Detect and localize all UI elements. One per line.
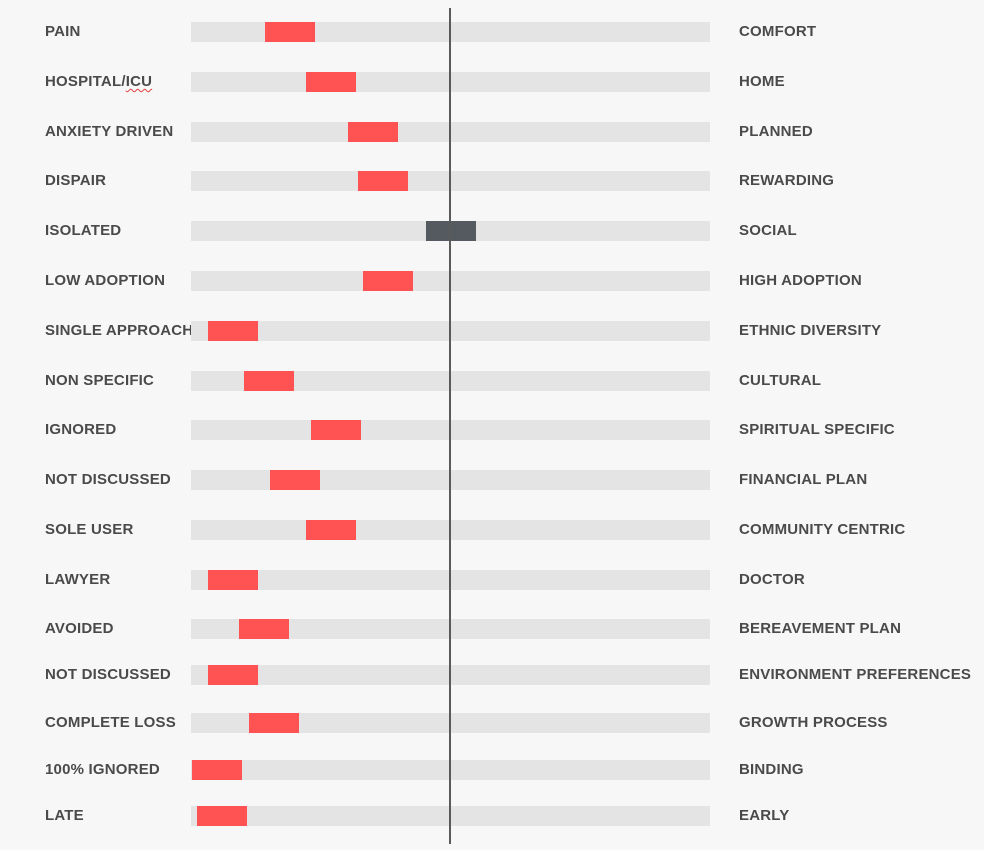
scale-row: NOT DISCUSSED ENVIRONMENT PREFERENCES (0, 660, 984, 690)
right-label: FINANCIAL PLAN (739, 471, 868, 488)
right-label: HIGH ADOPTION (739, 272, 862, 289)
scale-row: HOSPITAL/ICU HOME (0, 67, 984, 97)
right-label: ENVIRONMENT PREFERENCES (739, 666, 972, 683)
scale-row: LAWYER DOCTOR (0, 565, 984, 595)
position-marker (311, 420, 361, 440)
center-line (449, 8, 451, 844)
right-label: SPIRITUAL SPECIFIC (739, 421, 895, 438)
position-marker (239, 619, 289, 639)
left-label: COMPLETE LOSS (45, 714, 176, 731)
left-label: IGNORED (45, 421, 117, 438)
scale-row: NON SPECIFIC CULTURAL (0, 366, 984, 396)
position-marker (348, 122, 398, 142)
right-label: REWARDING (739, 172, 835, 189)
scale-row: SOLE USER COMMUNITY CENTRIC (0, 515, 984, 545)
left-label: ANXIETY DRIVEN (45, 123, 174, 140)
scale-row: ISOLATED SOCIAL (0, 216, 984, 246)
left-label: DISPAIR (45, 172, 107, 189)
scale-row: AVOIDED BEREAVEMENT PLAN (0, 614, 984, 644)
position-marker (244, 371, 294, 391)
position-marker (208, 321, 258, 341)
position-marker (306, 520, 356, 540)
position-marker (249, 713, 299, 733)
position-marker (363, 271, 413, 291)
right-label: DOCTOR (739, 571, 805, 588)
left-label: PAIN (45, 23, 81, 40)
position-marker (192, 760, 242, 780)
left-label: LOW ADOPTION (45, 272, 166, 289)
right-label: EARLY (739, 807, 790, 824)
right-label: BEREAVEMENT PLAN (739, 620, 902, 637)
position-marker (358, 171, 408, 191)
scale-row: LATE EARLY (0, 801, 984, 831)
position-marker (426, 221, 476, 241)
left-label: AVOIDED (45, 620, 114, 637)
right-label: COMMUNITY CENTRIC (739, 521, 906, 538)
left-label: ISOLATED (45, 222, 122, 239)
scale-row: NOT DISCUSSED FINANCIAL PLAN (0, 465, 984, 495)
scale-row: COMPLETE LOSS GROWTH PROCESS (0, 708, 984, 738)
left-label: SOLE USER (45, 521, 134, 538)
position-marker (208, 665, 258, 685)
left-label: NON SPECIFIC (45, 372, 155, 389)
right-label: COMFORT (739, 23, 817, 40)
position-marker (306, 72, 356, 92)
right-label: SOCIAL (739, 222, 797, 239)
scale-row: LOW ADOPTION HIGH ADOPTION (0, 266, 984, 296)
scale-row: 100% IGNORED BINDING (0, 755, 984, 785)
position-marker (265, 22, 315, 42)
right-label: HOME (739, 73, 785, 90)
right-label: PLANNED (739, 123, 813, 140)
right-label: BINDING (739, 761, 804, 778)
scale-row: IGNORED SPIRITUAL SPECIFIC (0, 415, 984, 445)
position-marker (270, 470, 320, 490)
scale-row: DISPAIR REWARDING (0, 166, 984, 196)
left-label: NOT DISCUSSED (45, 471, 171, 488)
left-label: LATE (45, 807, 84, 824)
left-label: 100% IGNORED (45, 761, 160, 778)
scale-row: ANXIETY DRIVEN PLANNED (0, 117, 984, 147)
left-label: LAWYER (45, 571, 111, 588)
left-label: HOSPITAL/ICU (45, 73, 153, 90)
right-label: GROWTH PROCESS (739, 714, 888, 731)
scale-row: SINGLE APPROACH ETHNIC DIVERSITY (0, 316, 984, 346)
right-label: ETHNIC DIVERSITY (739, 322, 882, 339)
position-marker (208, 570, 258, 590)
position-marker (197, 806, 247, 826)
left-label: SINGLE APPROACH (45, 322, 194, 339)
left-label: NOT DISCUSSED (45, 666, 171, 683)
scale-row: PAIN COMFORT (0, 17, 984, 47)
right-label: CULTURAL (739, 372, 822, 389)
